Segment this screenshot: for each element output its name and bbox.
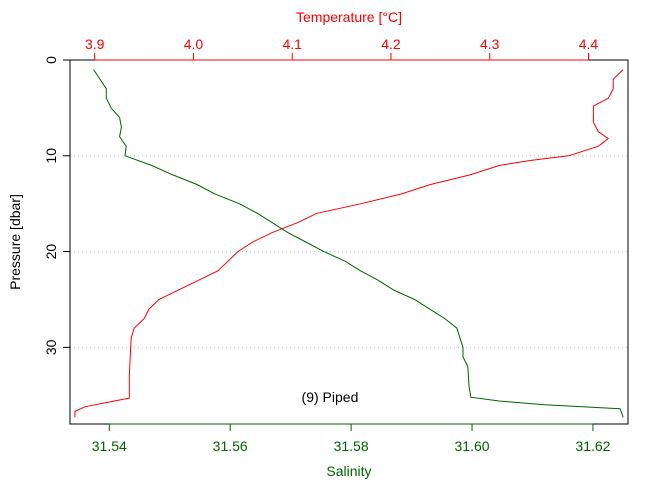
y-tick-label: 0 — [43, 56, 59, 64]
bottom-axis-title: Salinity — [326, 463, 371, 479]
top-tick-label: 4.4 — [579, 36, 599, 52]
axes: 0 10 20 30 3.9 4.0 4.1 4.2 4.3 4.4 31.54 31.56 31.58… — [43, 36, 611, 454]
y-axis-title: Pressure [dbar] — [7, 194, 23, 290]
bottom-tick-label: 31.60 — [455, 438, 490, 454]
bottom-tick-label: 31.62 — [575, 438, 610, 454]
top-tick-label: 4.3 — [480, 36, 500, 52]
top-tick-label: 4.1 — [282, 36, 302, 52]
y-tick-label: 10 — [43, 148, 59, 164]
salinity-profile-line — [93, 69, 624, 418]
top-tick-label: 3.9 — [85, 36, 105, 52]
top-tick-label: 4.2 — [381, 36, 401, 52]
top-axis-title: Temperature [°C] — [296, 9, 402, 25]
annotation-label: (9) Piped — [302, 389, 359, 405]
y-tick-label: 20 — [43, 244, 59, 260]
bottom-tick-label: 31.54 — [92, 438, 127, 454]
series-layer — [74, 69, 624, 418]
y-tick-label: 30 — [43, 339, 59, 355]
bottom-tick-label: 31.56 — [213, 438, 248, 454]
bottom-tick-label: 31.58 — [334, 438, 369, 454]
temperature-profile-line — [74, 69, 624, 418]
top-tick-label: 4.0 — [184, 36, 204, 52]
